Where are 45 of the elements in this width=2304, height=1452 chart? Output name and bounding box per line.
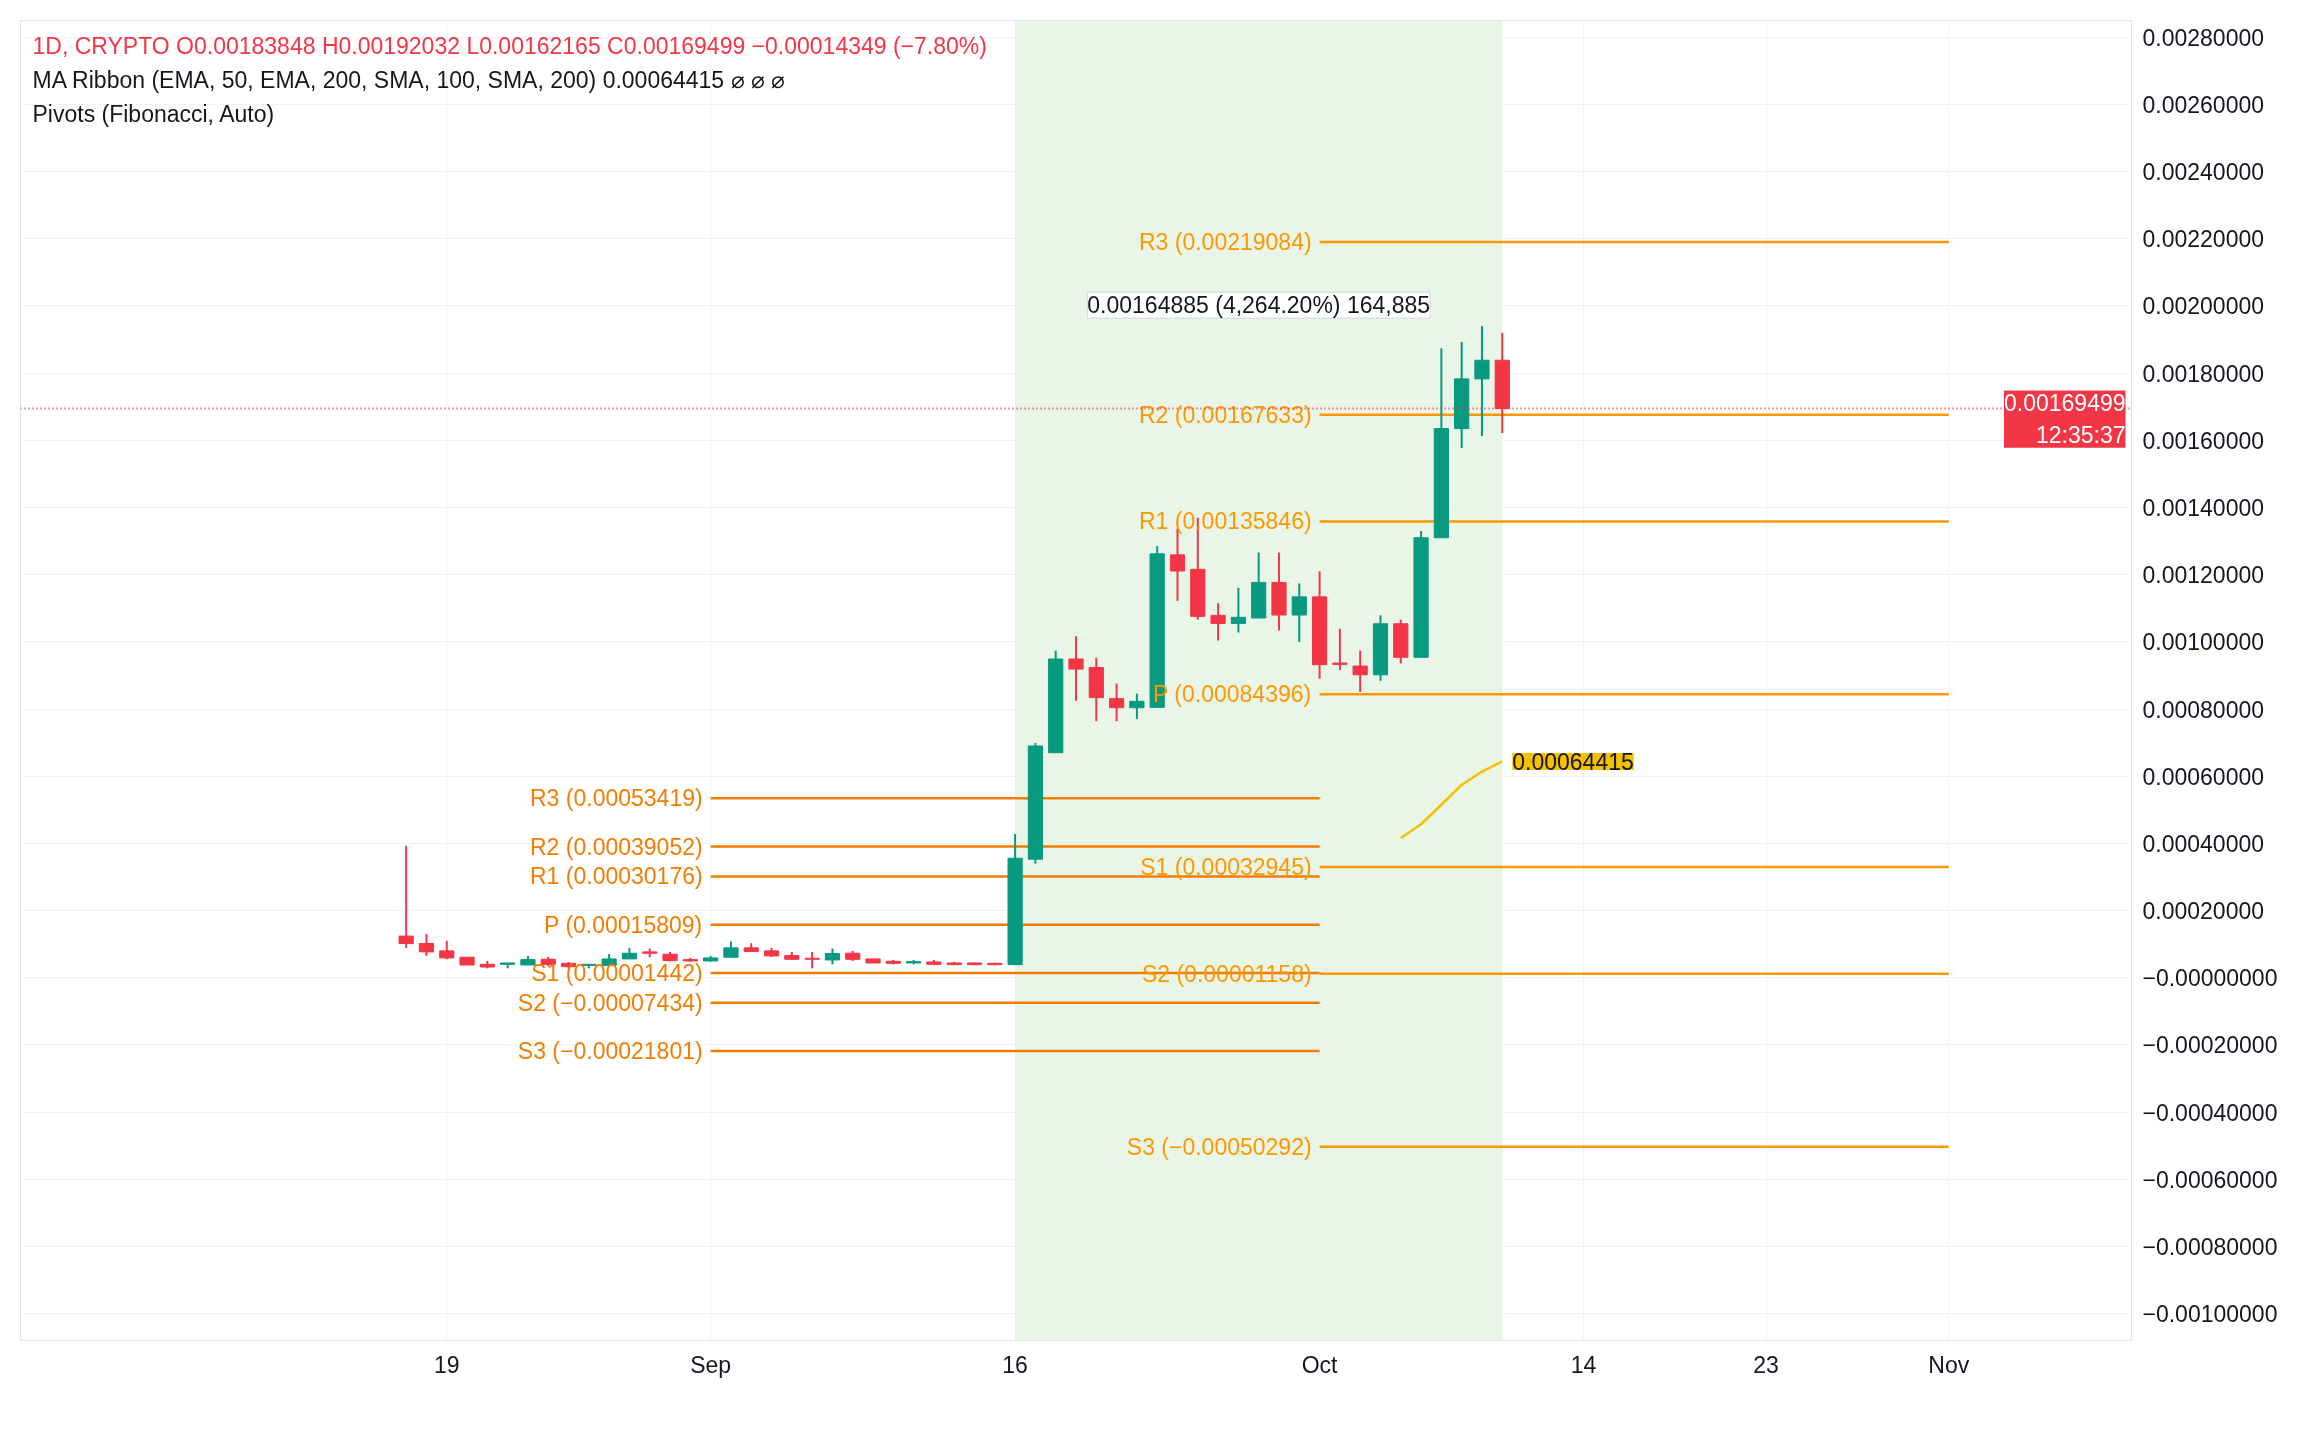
series-label: S3 (−0.00050292) xyxy=(1126,1133,1312,1160)
y-tick-label: 0.00120000 xyxy=(2142,562,2265,589)
band-label: 0.00164885 (4,264.20%) 164,885 xyxy=(1087,292,1431,319)
series-label: R2 (0.00167633) xyxy=(1138,401,1312,428)
y-tick-label: 0.00040000 xyxy=(2142,830,2265,857)
ref-line-label: 0.00169499 12:35:37 xyxy=(2003,390,2126,448)
series-label: R2 (0.00039052) xyxy=(530,833,703,860)
y-tick-label: 0.00160000 xyxy=(2142,427,2265,454)
y-tick-label: −0.00060000 xyxy=(2142,1166,2278,1193)
series-label: P (0.00015809) xyxy=(544,911,703,938)
series-label: R1 (0.00135846) xyxy=(1138,508,1312,535)
x-tick-label: 16 xyxy=(1002,1351,1028,1378)
y-tick-label: 0.00200000 xyxy=(2142,293,2265,320)
y-tick-label: 0.00080000 xyxy=(2142,696,2265,723)
x-tick-label: 19 xyxy=(433,1351,460,1378)
series-label: S1 (0.00001442) xyxy=(531,959,703,986)
text: MA Ribbon (EMA, 50, EMA, 200, SMA, 100, SMA, 200) 0.00064415 ⌀ ⌀ ⌀ xyxy=(32,66,786,93)
x-tick-label: Oct xyxy=(1301,1351,1339,1378)
x-tick-label: 23 xyxy=(1753,1351,1779,1378)
y-tick-label: 0.00060000 xyxy=(2142,763,2265,790)
data-label: 0.00064415 xyxy=(1512,748,1634,775)
y-tick-label: −0.00040000 xyxy=(2142,1099,2278,1126)
series-label: S3 (−0.00021801) xyxy=(517,1037,703,1064)
y-tick-label: 0.00020000 xyxy=(2142,898,2265,925)
y-tick-label: 0.00140000 xyxy=(2142,495,2265,522)
y-tick-label: −0.00080000 xyxy=(2142,1233,2278,1260)
series-label: R3 (0.00053419) xyxy=(530,785,703,812)
x-tick-label: Sep xyxy=(690,1351,732,1378)
series-label: R1 (0.00030176) xyxy=(530,863,703,890)
y-tick-label: 0.00220000 xyxy=(2142,226,2265,253)
y-tick-label: −0.00020000 xyxy=(2142,1032,2278,1059)
series-label: R3 (0.00219084) xyxy=(1138,228,1312,255)
y-tick-label: −0.00100000 xyxy=(2142,1301,2278,1328)
y-tick-label: 0.00260000 xyxy=(2142,91,2265,118)
y-tick-label: −0.00000000 xyxy=(2142,965,2278,992)
series-label: S1 (0.00032945) xyxy=(1140,854,1312,881)
y-tick-label: 0.00240000 xyxy=(2142,159,2265,186)
text: 1D, CRYPTO O0.00183848 H0.00192032 L0.00162165 C0.00169499 −0.00014349 (−7.80%) xyxy=(32,32,987,59)
series-label: S2 (−0.00007434) xyxy=(517,989,703,1016)
y-tick-label: 0.00180000 xyxy=(2142,360,2265,387)
annotation: Pivots (Fibonacci, Auto) xyxy=(32,100,275,127)
y-tick-label: 0.00280000 xyxy=(2142,24,2265,51)
y-tick-label: 0.00100000 xyxy=(2142,629,2265,656)
x-tick-label: 14 xyxy=(1570,1351,1597,1378)
x-tick-label: Nov xyxy=(1928,1351,1970,1378)
